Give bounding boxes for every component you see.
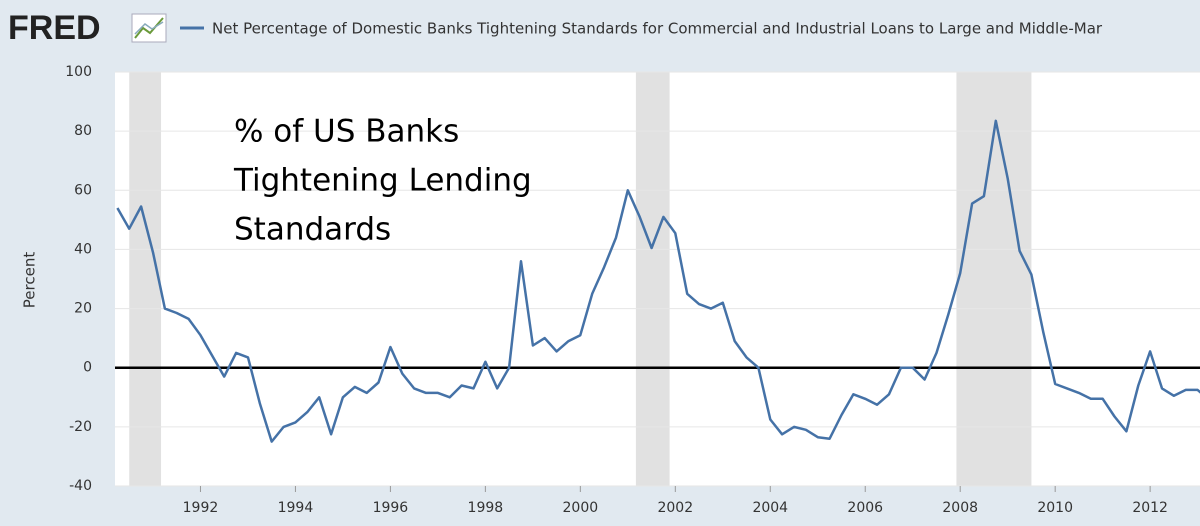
icon-frame <box>131 13 167 43</box>
x-tick-label: 2008 <box>942 500 978 516</box>
data-line <box>116 119 1200 443</box>
x-tick-label: 1998 <box>468 500 504 516</box>
recession-shade <box>129 72 162 486</box>
recession-shade <box>956 72 1032 486</box>
logo[interactable]: FRED <box>8 9 101 47</box>
chart-title: Net Percentage of Domestic Banks Tighten… <box>212 20 1103 38</box>
x-tick-label: 1992 <box>183 500 219 516</box>
y-tick-label: 40 <box>74 241 92 257</box>
x-tick-label: 2002 <box>657 500 693 516</box>
recession-shade <box>635 72 670 486</box>
annotation: % of US Banks <box>234 114 459 150</box>
annotation: Standards <box>234 212 391 248</box>
x-tick-label: 2012 <box>1132 500 1168 516</box>
y-tick-label: -40 <box>69 478 92 494</box>
x-tick-label: 1994 <box>278 500 314 516</box>
y-tick-label: -20 <box>69 419 92 435</box>
logo-icon <box>131 13 167 43</box>
annotation: Tightening Lending <box>233 163 532 199</box>
x-tick-label: 2006 <box>847 500 883 516</box>
y-tick-label: 0 <box>83 360 92 376</box>
y-tick-label: 100 <box>65 64 92 80</box>
y-tick-label: 80 <box>74 123 92 139</box>
x-tick-label: 1996 <box>373 500 409 516</box>
icon-line <box>134 21 164 35</box>
x-tick-label: 2004 <box>752 500 788 516</box>
x-tick-label: 2000 <box>563 500 599 516</box>
y-axis-label: Percent <box>21 252 39 309</box>
y-tick-label: 60 <box>74 182 92 198</box>
y-tick-label: 20 <box>74 301 92 317</box>
x-tick-label: 2010 <box>1037 500 1073 516</box>
